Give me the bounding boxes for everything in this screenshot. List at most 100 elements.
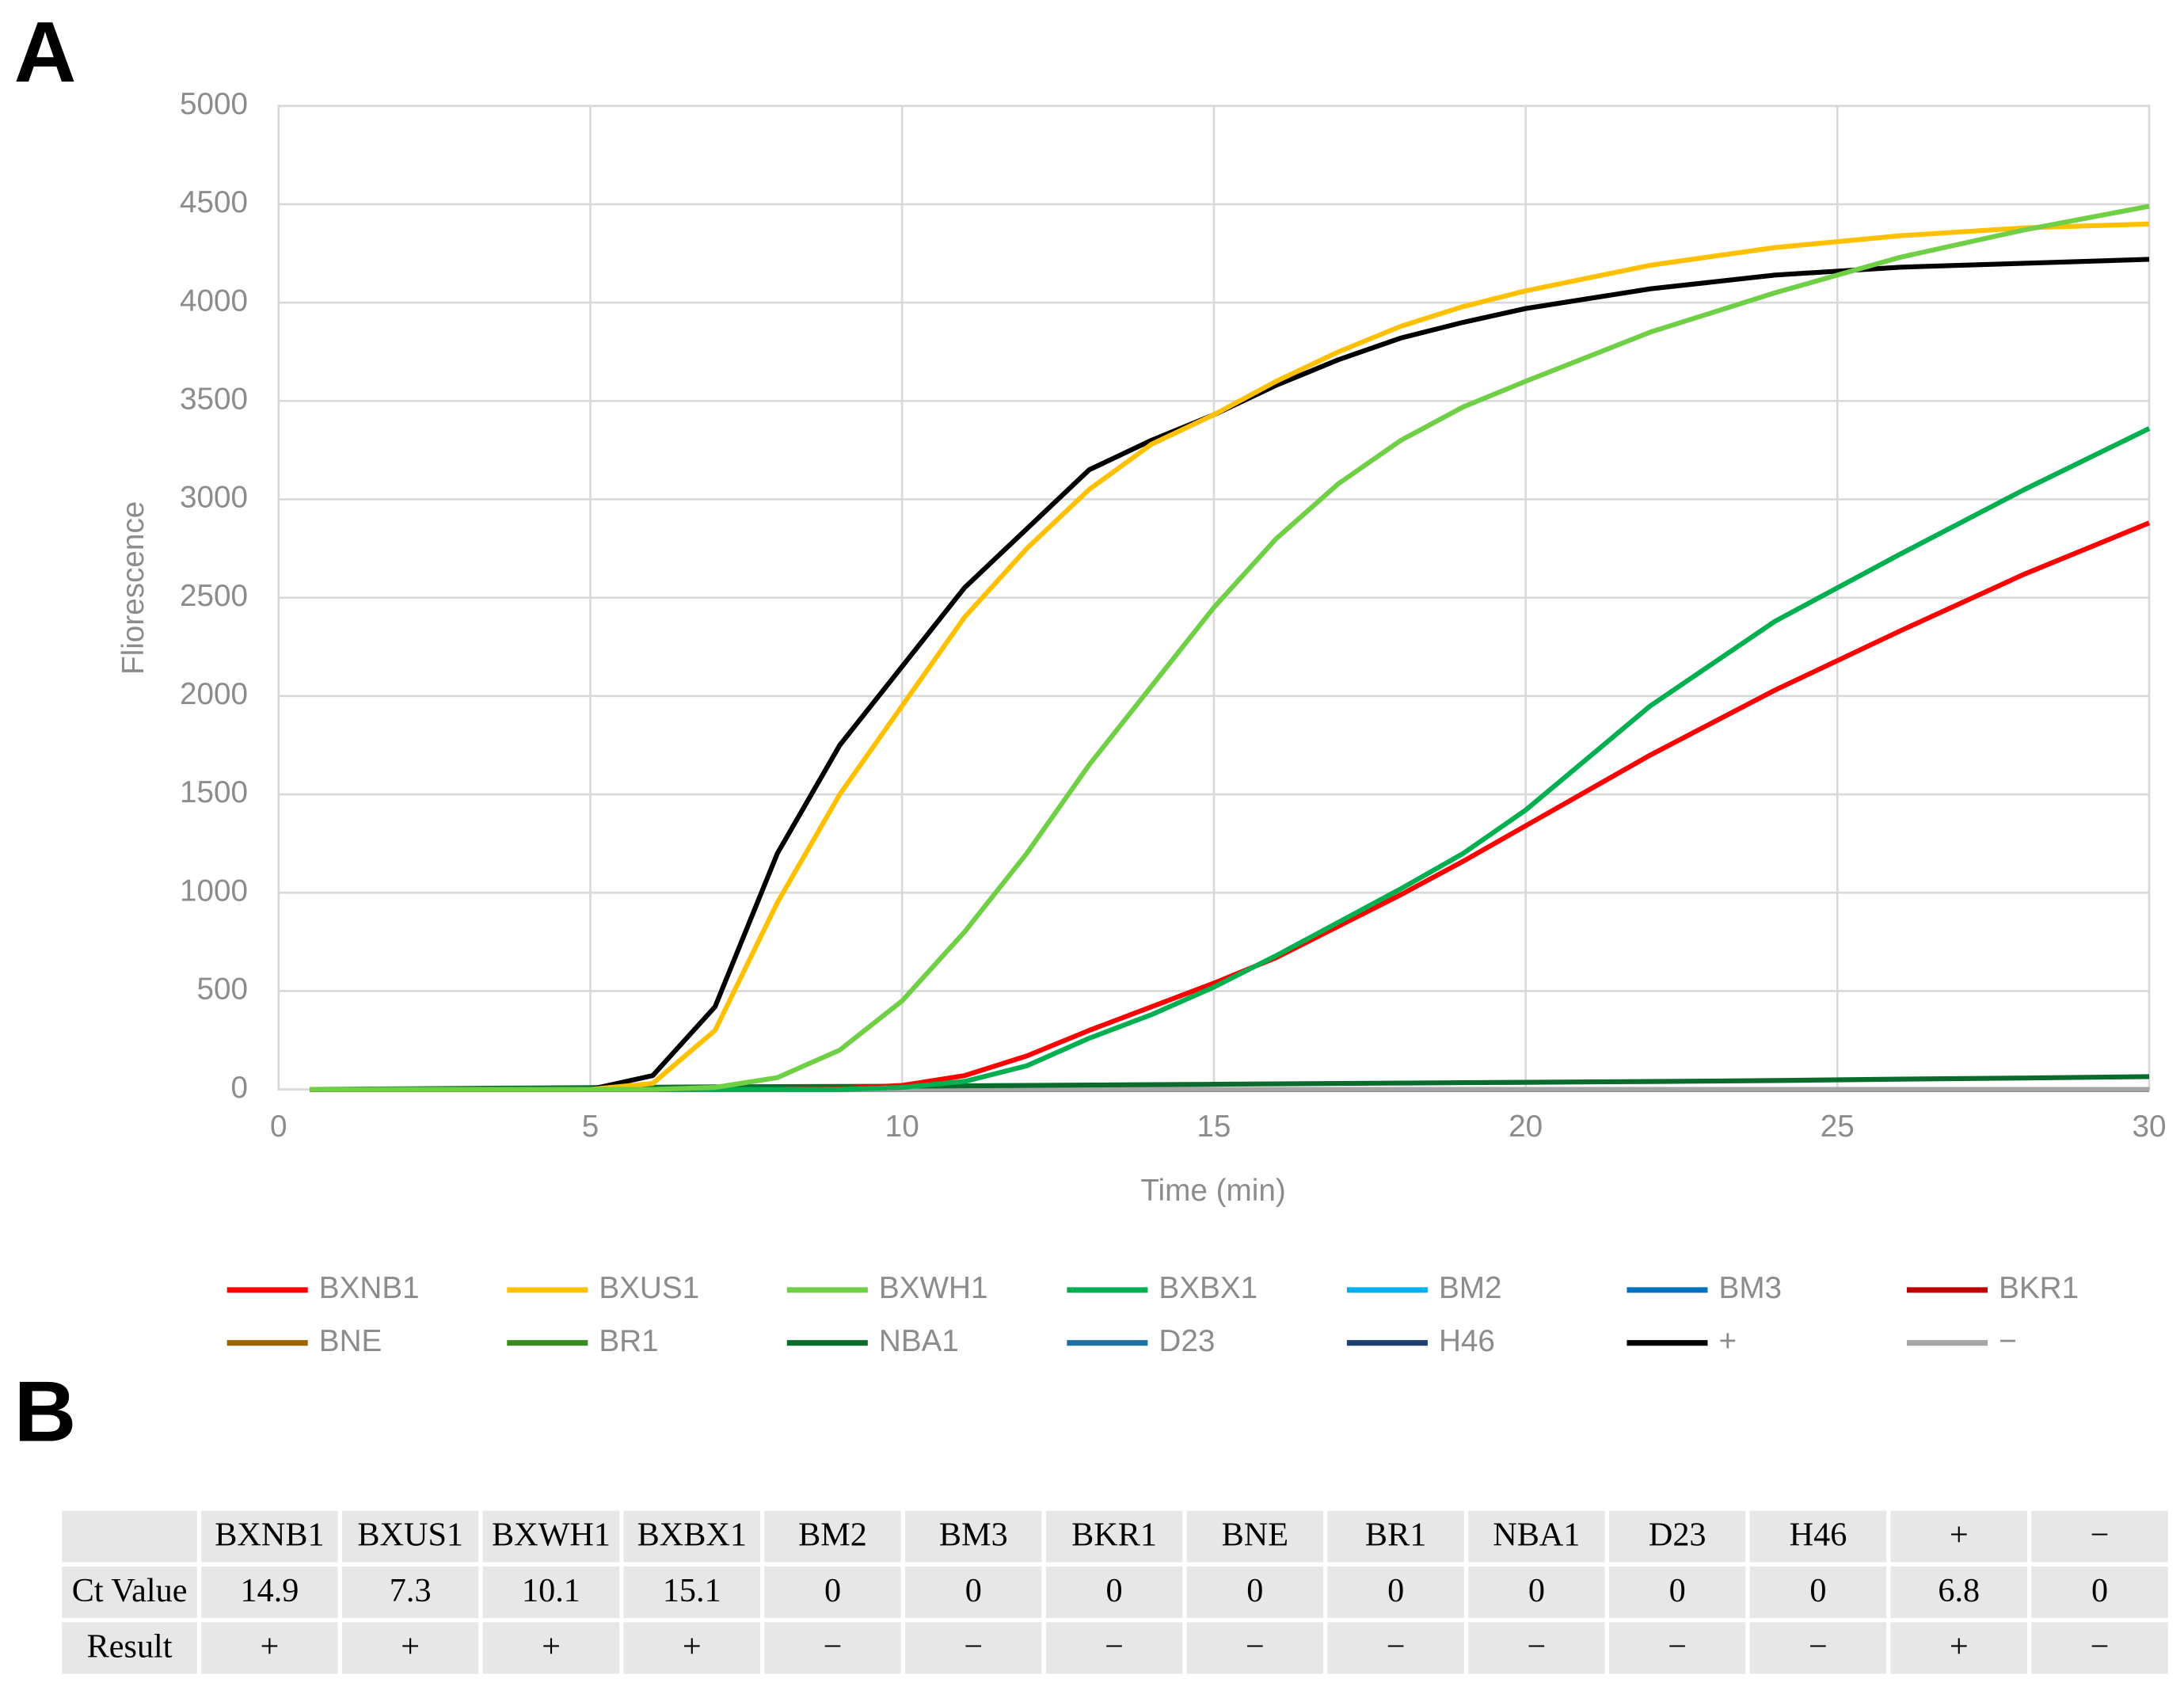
column-header: BXUS1 <box>357 1517 463 1554</box>
series-line <box>310 221 2150 1092</box>
table-cell <box>1323 1506 1469 1566</box>
legend-label: BM2 <box>1439 1271 1502 1305</box>
legend-label: BM3 <box>1719 1271 1783 1305</box>
table-cell <box>900 1506 1046 1566</box>
column-header: BNE <box>1222 1517 1288 1554</box>
table-cell <box>1041 1506 1187 1566</box>
table-value: 0 <box>824 1572 841 1609</box>
column-header: − <box>2091 1517 2110 1554</box>
x-tick-label: 20 <box>1509 1110 1543 1144</box>
y-tick-label: 4000 <box>180 284 248 318</box>
column-header: BXWH1 <box>492 1517 611 1554</box>
y-tick-label: 2000 <box>180 677 248 711</box>
table-value: 7.3 <box>390 1572 432 1609</box>
legend-label: BR1 <box>599 1324 658 1358</box>
row-header: Ct Value <box>72 1572 188 1609</box>
x-axis-label: Time (min) <box>1140 1174 1285 1208</box>
x-tick-label: 30 <box>2133 1110 2167 1144</box>
table-value: + <box>542 1627 561 1665</box>
y-tick-label: 1000 <box>180 874 248 908</box>
table-value: − <box>1809 1627 1828 1665</box>
legend-label: D23 <box>1159 1324 1215 1358</box>
y-tick-label: 2500 <box>180 579 248 613</box>
column-header: BM2 <box>798 1517 867 1554</box>
x-tick-label: 25 <box>1821 1110 1855 1144</box>
table-value: − <box>1528 1627 1547 1665</box>
table-cell <box>2026 1506 2173 1566</box>
table-value: 10.1 <box>522 1572 580 1609</box>
table-value: 14.9 <box>240 1572 299 1609</box>
table-cell <box>337 1618 483 1678</box>
table-value: − <box>1387 1627 1406 1665</box>
y-tick-label: 4500 <box>180 185 248 219</box>
table-cell <box>1463 1618 1609 1678</box>
table-cell <box>1463 1506 1609 1566</box>
table-value: 15.1 <box>663 1572 721 1609</box>
table-cell <box>759 1618 906 1678</box>
series-line <box>310 257 2150 1092</box>
table-cell <box>900 1618 1046 1678</box>
legend-label: + <box>1719 1324 1737 1358</box>
table-value: 0 <box>1387 1572 1404 1609</box>
table-value: 0 <box>2091 1572 2108 1609</box>
table-value: 6.8 <box>1938 1572 1980 1609</box>
legend-label: BXUS1 <box>599 1271 699 1305</box>
table-value: − <box>1105 1627 1124 1665</box>
table-value: − <box>824 1627 843 1665</box>
table-cell <box>900 1562 1046 1623</box>
table-cell <box>1182 1618 1328 1678</box>
legend-label: BKR1 <box>1999 1271 2079 1305</box>
y-tick-label: 500 <box>197 973 249 1007</box>
table-cell <box>1323 1618 1469 1678</box>
column-header: BR1 <box>1365 1517 1426 1554</box>
column-header: BXNB1 <box>215 1517 324 1554</box>
table-cell <box>57 1618 202 1678</box>
y-tick-label: 1500 <box>180 775 248 809</box>
table-cell <box>1886 1506 2032 1566</box>
legend-label: − <box>1999 1324 2017 1358</box>
table-cell <box>1604 1562 1750 1623</box>
column-header: H46 <box>1790 1517 1847 1554</box>
row-header: Result <box>87 1627 173 1665</box>
table-value: 0 <box>1106 1572 1123 1609</box>
table-value: 0 <box>1246 1572 1263 1609</box>
legend-label: BXNB1 <box>319 1271 420 1305</box>
x-tick-label: 0 <box>270 1110 287 1144</box>
x-tick-label: 15 <box>1197 1110 1231 1144</box>
table-cell <box>2026 1618 2173 1678</box>
series-line <box>310 520 2151 1092</box>
table-value: 0 <box>1528 1572 1545 1609</box>
y-tick-label: 3500 <box>180 383 248 417</box>
legend-label: H46 <box>1439 1324 1495 1358</box>
table-value: − <box>1246 1627 1265 1665</box>
panel-label: A <box>14 4 77 101</box>
column-header: NBA1 <box>1493 1517 1580 1554</box>
column-header: + <box>1950 1517 1969 1554</box>
table-value: − <box>964 1627 983 1665</box>
table-cell <box>337 1562 483 1623</box>
table-value: 0 <box>965 1572 982 1609</box>
table-cell <box>57 1506 202 1566</box>
column-header: BM3 <box>939 1517 1008 1554</box>
column-header: D23 <box>1649 1517 1706 1554</box>
legend-label: BXBX1 <box>1159 1271 1258 1305</box>
panel-label: B <box>14 1363 77 1460</box>
table-cell <box>1041 1618 1187 1678</box>
column-header: BKR1 <box>1071 1517 1157 1554</box>
y-axis-label: Fliorescence <box>116 501 150 675</box>
x-tick-label: 10 <box>885 1110 919 1144</box>
table-value: 0 <box>1809 1572 1826 1609</box>
series-line <box>310 204 2150 1092</box>
legend-label: NBA1 <box>879 1324 959 1358</box>
table-value: + <box>261 1627 280 1665</box>
table-value: + <box>1950 1627 1969 1665</box>
table-value: − <box>2091 1627 2110 1665</box>
legend-label: BNE <box>319 1324 382 1358</box>
y-tick-label: 0 <box>231 1071 249 1105</box>
table-value: − <box>1668 1627 1687 1665</box>
table-value: + <box>401 1627 420 1665</box>
x-tick-label: 5 <box>582 1110 599 1144</box>
legend-label: BXWH1 <box>879 1271 988 1305</box>
table-value: + <box>683 1627 702 1665</box>
